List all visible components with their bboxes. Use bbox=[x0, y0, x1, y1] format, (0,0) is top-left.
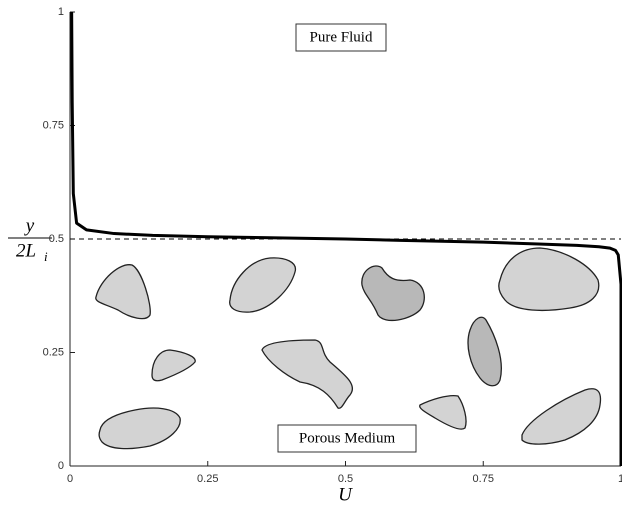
grain bbox=[521, 388, 602, 445]
y-axis-label-subscript: i bbox=[44, 249, 48, 264]
y-tick-label: 0.5 bbox=[49, 233, 64, 245]
x-tick-label: 1 bbox=[618, 473, 622, 485]
grain bbox=[498, 247, 600, 312]
y-axis-label-numerator: y bbox=[24, 215, 35, 236]
annotation: Pure Fluid bbox=[310, 29, 373, 45]
x-tick-label: 0 bbox=[67, 473, 73, 485]
grain bbox=[361, 265, 425, 322]
y-tick-label: 1 bbox=[58, 6, 64, 18]
y-axis-label-denominator: 2L bbox=[16, 240, 36, 261]
x-tick-label: 0.75 bbox=[473, 473, 494, 485]
annotation-box bbox=[295, 23, 387, 52]
grain bbox=[98, 407, 181, 450]
grain bbox=[261, 339, 354, 409]
grain bbox=[229, 257, 297, 313]
grain bbox=[467, 316, 502, 387]
x-axis-label: U bbox=[338, 484, 353, 505]
grain bbox=[95, 264, 151, 320]
data-line bbox=[70, 11, 622, 466]
y-tick-label: 0.75 bbox=[43, 119, 64, 131]
grain bbox=[419, 394, 467, 430]
y-tick-label: 0.25 bbox=[43, 346, 64, 358]
annotation-box bbox=[277, 424, 417, 453]
grain bbox=[151, 349, 196, 382]
porous-grains bbox=[95, 247, 602, 450]
x-tick-label: 0.25 bbox=[197, 473, 218, 485]
annotation: Porous Medium bbox=[299, 430, 396, 446]
x-tick-label: 0.5 bbox=[338, 473, 353, 485]
y-tick-label: 0 bbox=[58, 460, 64, 472]
